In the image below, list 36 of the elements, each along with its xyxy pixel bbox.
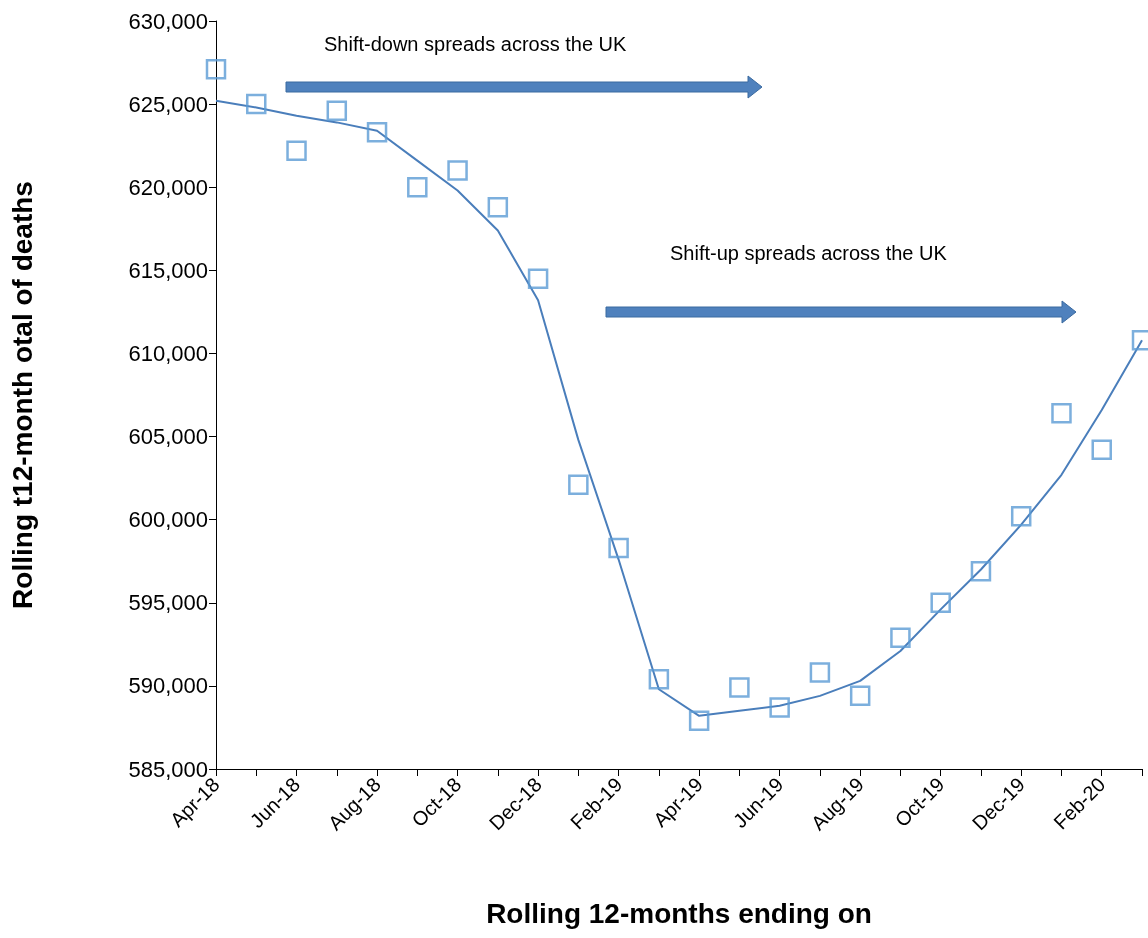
point <box>890 627 911 648</box>
y-tick-label: 615,000 <box>128 257 208 283</box>
point <box>286 140 307 161</box>
y-tick-label: 630,000 <box>128 8 208 34</box>
point <box>1010 506 1032 527</box>
y-tick-label: 610,000 <box>128 340 208 366</box>
annotation: Shift-down spreads across the UK <box>324 33 628 55</box>
y-tick-label: 620,000 <box>128 174 208 200</box>
point <box>930 592 951 614</box>
y-tick-label: 600,000 <box>128 507 208 533</box>
point <box>246 93 267 115</box>
y-tick-label: 625,000 <box>128 91 208 117</box>
point <box>729 677 750 698</box>
point <box>809 662 831 683</box>
x-axis-title: Rolling 12-months ending on <box>486 897 872 929</box>
point <box>527 268 549 289</box>
point <box>326 100 348 122</box>
y-axis-title: Rolling t12-month otal of deaths <box>6 181 38 609</box>
point <box>1051 403 1072 424</box>
y-tick-label: 590,000 <box>128 673 208 699</box>
point <box>447 160 468 181</box>
y-tick-label: 595,000 <box>128 590 208 616</box>
point <box>205 58 227 80</box>
y-tick-label: 605,000 <box>128 424 208 450</box>
point <box>849 685 871 707</box>
point <box>568 474 589 496</box>
point <box>407 176 428 198</box>
point <box>648 668 670 690</box>
point <box>970 560 992 582</box>
point <box>769 697 790 718</box>
point <box>688 710 710 732</box>
point <box>1091 439 1112 461</box>
point <box>366 122 388 143</box>
point <box>487 196 509 218</box>
point <box>608 537 629 559</box>
annotation: Shift-up spreads across the UK <box>670 242 948 264</box>
